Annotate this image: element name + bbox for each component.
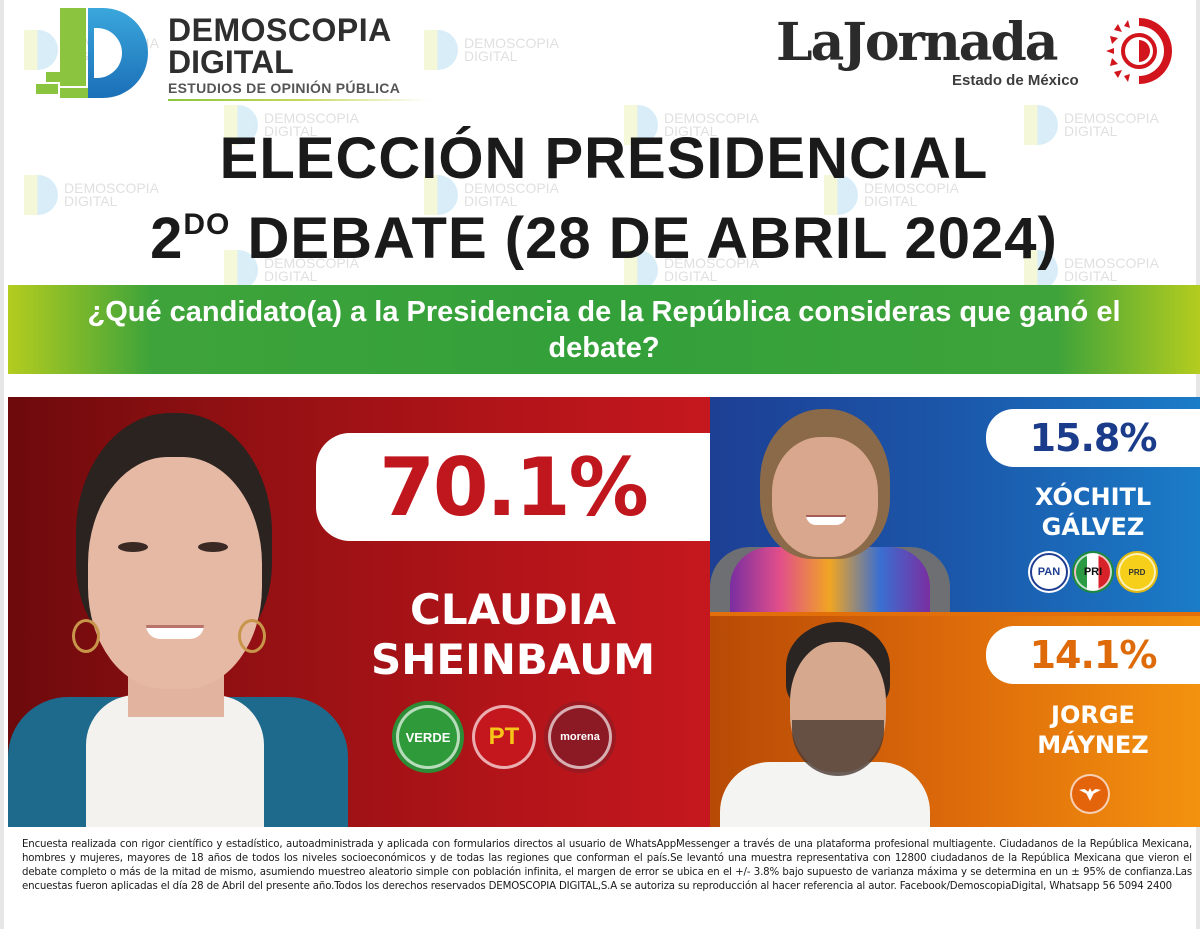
candidate-name: JORGE MÁYNEZ (1037, 701, 1149, 759)
percent-badge: 14.1% (986, 626, 1200, 684)
candidate-photo (710, 397, 950, 612)
logo-mark-icon (60, 8, 86, 86)
title-line1: ELECCIÓN PRESIDENCIAL (219, 126, 989, 191)
la-jornada-logo: LaJornada Estado de México (774, 12, 1184, 98)
pri-party-icon: PRI (1074, 553, 1112, 591)
media-name: LaJornada (776, 12, 1058, 73)
party-logos: PAN PRI PRD (1030, 553, 1156, 591)
candidate-panel-maynez: 14.1% JORGE MÁYNEZ (710, 612, 1200, 827)
candidate-name: XÓCHITL GÁLVEZ (1034, 483, 1152, 541)
logo-line2: DIGITAL (168, 44, 294, 80)
candidate-name: CLAUDIA SHEINBAUM (371, 585, 655, 684)
logo-line1: DEMOSCOPIA (168, 12, 392, 48)
candidate-panel-galvez: 15.8% XÓCHITL GÁLVEZ PAN PRI PRD (710, 397, 1200, 612)
media-subtitle: Estado de México (952, 72, 1079, 89)
candidate-panel-sheinbaum: 70.1% CLAUDIA SHEINBAUM VERDE PT morena (8, 397, 710, 827)
candidate-photo (710, 612, 950, 827)
pan-party-icon: PAN (1030, 553, 1068, 591)
percent-badge: 15.8% (986, 409, 1200, 467)
morena-party-icon: morena (548, 705, 612, 769)
party-logos: VERDE PT morena (396, 705, 612, 769)
methodology-note: Encuesta realizada con rigor científico … (22, 839, 1192, 892)
demoscopia-logo: DEMOSCOPIA DIGITAL ESTUDIOS DE OPINIÓN P… (34, 6, 434, 101)
pt-party-icon: PT (472, 705, 536, 769)
candidate-photo (8, 397, 348, 827)
percent-badge: 70.1% (316, 433, 710, 541)
prd-party-icon: PRD (1118, 553, 1156, 591)
question-banner: ¿Qué candidato(a) a la Presidencia de la… (8, 285, 1200, 374)
question-text: ¿Qué candidato(a) a la Presidencia de la… (87, 295, 1121, 364)
sun-icon (1106, 18, 1172, 84)
logo-tagline: ESTUDIOS DE OPINIÓN PÚBLICA (168, 80, 401, 96)
title-line2: 2DO DEBATE (28 DE ABRIL 2024) (150, 206, 1058, 271)
movimiento-ciudadano-eagle-icon (1070, 774, 1110, 814)
verde-party-icon: VERDE (396, 705, 460, 769)
page-title: ELECCIÓN PRESIDENCIAL 2DO DEBATE (28 DE … (4, 126, 1200, 272)
party-logos (1070, 774, 1110, 814)
logo-d-icon (88, 8, 148, 98)
